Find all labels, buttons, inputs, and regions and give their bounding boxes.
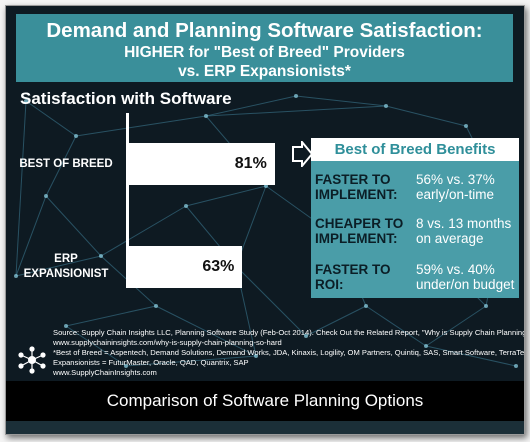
network-link	[185, 185, 267, 207]
network-link	[45, 135, 77, 197]
benefit-label-line: IMPLEMENT:	[315, 231, 398, 246]
benefit-label-line: FASTER TO	[315, 172, 391, 187]
benefit-label-line: CHEAPER TO	[315, 216, 404, 231]
benefit-value: 59% vs. 40% under/on budget	[416, 262, 516, 292]
network-link	[125, 355, 257, 367]
benefit-value-line: under/on budget	[416, 277, 515, 292]
benefit-value-line: on average	[416, 231, 484, 246]
network-link	[75, 115, 207, 137]
network-node	[44, 194, 48, 198]
network-node	[124, 364, 128, 368]
bar-value-label: 81%	[234, 155, 267, 172]
network-link	[305, 305, 367, 337]
source-line: *Best of Breed = Aspentech, Demand Solut…	[53, 348, 525, 357]
network-node	[184, 204, 188, 208]
header-subtitle-line-2: vs. ERP Expansionists*	[178, 63, 351, 80]
header-title: Demand and Planning Software Satisfactio…	[46, 19, 483, 42]
network-node	[304, 334, 308, 338]
network-node	[384, 104, 388, 108]
network-node	[264, 184, 268, 188]
network-link	[425, 305, 487, 347]
network-node	[484, 304, 488, 308]
category-label-line: BEST OF BREED	[19, 157, 113, 170]
source-line: www.supplychaininsights.com/why-is-suppl…	[53, 338, 282, 347]
network-link	[155, 305, 257, 357]
category-label-line: ERP	[54, 253, 78, 265]
network-node	[99, 254, 103, 258]
source-line: Source: Supply Chain Insights LLC, Plann…	[53, 328, 525, 337]
network-link	[425, 345, 517, 367]
network-node	[424, 344, 428, 348]
network-node	[204, 114, 208, 118]
benefit-label: FASTER TO ROI:	[315, 262, 419, 292]
bar	[129, 246, 243, 288]
source-line: www.SupplyChainInsights.com	[53, 368, 157, 377]
network-link	[15, 195, 47, 277]
network-node	[294, 94, 298, 98]
bar-value-label: 63%	[202, 258, 235, 275]
source-line: Expansionists = FuturMaster, Oracle, QAD…	[53, 358, 249, 367]
benefit-label-line: ROI:	[315, 277, 344, 292]
network-node	[64, 324, 68, 328]
network-link	[365, 305, 427, 347]
benefits-panel: Best of Breed Benefits FASTER TO IMPLEMEN…	[311, 138, 519, 298]
benefit-label: CHEAPER TO IMPLEMENT:	[315, 216, 419, 246]
category-label-line: EXPANSIONIST	[23, 268, 109, 280]
bar	[129, 143, 275, 185]
benefit-value: 56% vs. 37% early/on-time	[416, 172, 516, 202]
benefit-value-line: 8 vs. 13 months	[416, 216, 512, 231]
network-link	[45, 195, 102, 257]
benefit-label-line: IMPLEMENT:	[315, 187, 398, 202]
benefits-title: Best of Breed Benefits	[311, 138, 519, 161]
category-label: BEST OF BREED	[10, 157, 122, 172]
right-arrow-icon	[292, 141, 313, 167]
network-node	[154, 304, 158, 308]
chart-title: Satisfaction with Software	[20, 89, 232, 108]
network-link	[15, 100, 27, 277]
network-link	[235, 265, 307, 337]
network-link	[100, 205, 187, 257]
network-link	[205, 95, 297, 117]
network-link	[65, 305, 157, 327]
network-node	[24, 99, 28, 103]
network-node	[74, 134, 78, 138]
benefit-value-line: 59% vs. 40%	[416, 262, 495, 277]
network-link	[295, 95, 387, 107]
network-link	[15, 255, 102, 277]
network-node	[464, 124, 468, 128]
network-node	[254, 354, 258, 358]
network-link	[25, 100, 77, 137]
benefit-label: FASTER TO IMPLEMENT:	[315, 172, 419, 202]
benefit-value-line: 56% vs. 37%	[416, 172, 495, 187]
network-link	[205, 105, 387, 117]
header-banner: Demand and Planning Software Satisfactio…	[16, 14, 513, 82]
benefit-label-line: FASTER TO	[315, 262, 391, 277]
category-label: ERP EXPANSIONIST	[10, 252, 122, 282]
network-node	[364, 304, 368, 308]
infographic-card: Demand and Planning Software Satisfactio…	[5, 5, 525, 435]
network-node	[14, 274, 18, 278]
header-subtitle-line-1: HIGHER for "Best of Breed" Providers	[124, 44, 405, 61]
network-node-icon	[18, 346, 46, 374]
benefit-value-line: early/on-time	[416, 187, 495, 202]
caption: Comparison of Software Planning Options	[6, 381, 524, 421]
network-node	[514, 364, 518, 368]
network-link	[385, 105, 467, 127]
chart-axis-line	[126, 113, 129, 288]
bottom-strip	[6, 421, 524, 434]
benefit-value: 8 vs. 13 months on average	[416, 216, 516, 246]
network-link	[65, 325, 127, 367]
